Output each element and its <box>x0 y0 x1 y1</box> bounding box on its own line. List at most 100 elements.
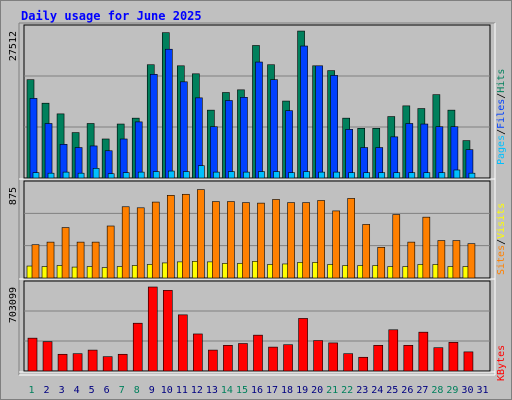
pages-bar <box>243 171 250 179</box>
pages-bar <box>92 168 100 179</box>
files-bar <box>390 136 399 179</box>
day-tick-label: 21 <box>326 385 338 396</box>
sites-bar <box>61 227 70 279</box>
pages-bar <box>303 171 310 179</box>
files-bar <box>330 75 338 179</box>
pages-bar <box>393 172 401 179</box>
day-tick-label: 16 <box>251 385 263 396</box>
day-tick-label: 25 <box>386 385 398 396</box>
kbytes-bar <box>178 314 188 372</box>
kbytes-bar <box>418 331 429 372</box>
sites-bar <box>332 210 340 279</box>
files-bar <box>315 65 323 179</box>
day-tick-label: 2 <box>44 385 50 396</box>
day-tick-label: 26 <box>401 385 413 396</box>
day-tick-label: 11 <box>176 385 188 396</box>
sites-bar <box>106 225 115 279</box>
pages-bar <box>122 172 130 179</box>
day-tick-label: 13 <box>206 385 218 396</box>
sites-bar <box>467 243 476 279</box>
kbytes-bar <box>298 318 308 372</box>
kbytes-bar <box>208 349 218 372</box>
day-tick-label: 17 <box>266 385 278 396</box>
sites-bar <box>317 200 325 279</box>
kbytes-bar <box>253 334 263 372</box>
files-bar <box>29 98 38 179</box>
hits-legend-part: Files <box>496 99 507 129</box>
sites-bar <box>347 198 355 279</box>
day-tick-label: 15 <box>236 385 248 396</box>
files-bar <box>164 48 173 179</box>
sites-bar <box>407 241 416 279</box>
sites-bar <box>31 244 40 279</box>
day-tick-label: 10 <box>161 385 173 396</box>
hits-legend: Pages/Files/Hits <box>496 69 507 165</box>
sites-legend: Sites/Visits <box>496 203 507 275</box>
sites-bar <box>91 241 100 279</box>
kbytes-legend-part: KBytes <box>496 345 507 381</box>
pages-bar <box>183 171 190 179</box>
kbytes-bar <box>102 356 113 372</box>
pages-bar <box>228 171 235 179</box>
day-tick-label: 20 <box>311 385 323 396</box>
kbytes-bar <box>238 343 248 372</box>
pages-bar <box>258 171 265 179</box>
day-tick-label: 3 <box>59 385 65 396</box>
hits-legend-part: / <box>496 93 507 99</box>
day-tick-label: 8 <box>134 385 140 396</box>
kbytes-bar <box>268 346 278 372</box>
sites-max-label: 875 <box>8 187 19 205</box>
sites-bar <box>212 201 220 279</box>
pages-bar <box>348 172 355 179</box>
day-tick-label: 28 <box>431 385 443 396</box>
day-tick-label: 14 <box>221 385 233 396</box>
files-bar <box>180 81 188 179</box>
pages-bar <box>363 172 371 179</box>
day-tick-label: 7 <box>119 385 125 396</box>
kbytes-bar <box>117 353 128 372</box>
files-bar <box>119 138 128 179</box>
sites-bar <box>377 247 386 279</box>
kbytes-bar <box>463 351 474 372</box>
hits-legend-part: / <box>496 129 507 135</box>
kbytes-bar <box>283 344 293 372</box>
pages-bar <box>62 171 70 179</box>
pages-bar <box>423 172 431 179</box>
day-tick-label: 23 <box>356 385 368 396</box>
kbytes-bar <box>403 345 414 372</box>
kbytes-bar <box>223 345 233 372</box>
sites-bar <box>227 201 235 279</box>
sites-bar <box>136 207 145 279</box>
day-tick-label: 18 <box>281 385 293 396</box>
files-bar <box>255 61 263 179</box>
pages-bar <box>408 172 416 179</box>
chart-title: Daily usage for June 2025 <box>21 9 202 23</box>
sites-bar <box>302 202 310 279</box>
kbytes-bar <box>193 333 203 372</box>
files-bar <box>240 97 248 179</box>
kbytes-bar <box>373 345 384 372</box>
pages-bar <box>438 172 446 179</box>
pages-bar <box>333 171 340 179</box>
kbytes-bar <box>313 340 323 372</box>
pages-bar <box>137 171 145 179</box>
day-tick-label: 5 <box>89 385 95 396</box>
files-bar <box>134 121 143 179</box>
day-tick-label: 6 <box>104 385 110 396</box>
files-bar <box>225 100 233 179</box>
kbytes-legend: KBytes <box>496 345 507 381</box>
pages-bar <box>273 171 280 179</box>
sites-legend-part: Visits <box>496 203 507 239</box>
day-tick-label: 19 <box>296 385 308 396</box>
day-tick-label: 1 <box>29 385 35 396</box>
files-bar <box>270 79 278 179</box>
kbytes-bar <box>328 342 338 372</box>
sites-bar <box>287 202 295 279</box>
pages-bar <box>32 172 40 179</box>
day-tick-label: 29 <box>446 385 458 396</box>
kbytes-bar <box>433 347 444 372</box>
files-bar <box>285 110 293 179</box>
sites-bar <box>76 241 85 279</box>
kbytes-bar <box>132 322 143 372</box>
